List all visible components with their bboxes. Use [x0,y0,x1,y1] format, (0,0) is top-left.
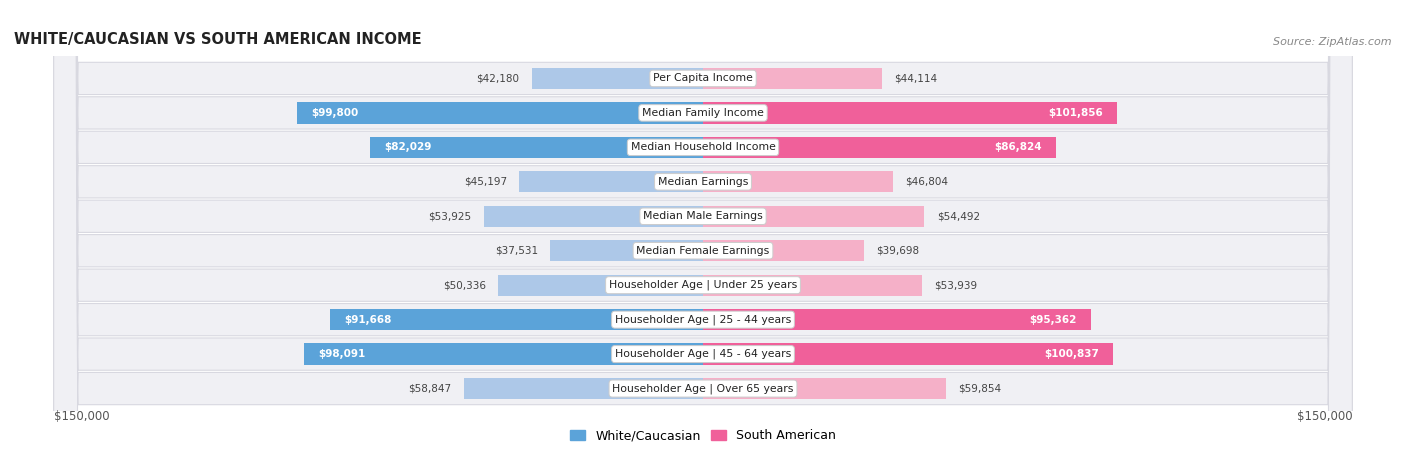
Text: Householder Age | 25 - 44 years: Householder Age | 25 - 44 years [614,314,792,325]
Text: Median Household Income: Median Household Income [630,142,776,152]
FancyBboxPatch shape [53,0,1353,467]
Text: Householder Age | 45 - 64 years: Householder Age | 45 - 64 years [614,349,792,359]
Bar [703,102,1116,124]
Bar [703,205,925,227]
Text: $91,668: $91,668 [344,315,392,325]
Text: $86,824: $86,824 [994,142,1042,152]
Bar [703,343,1114,365]
Text: $45,197: $45,197 [464,177,508,187]
Bar [703,275,922,296]
Text: $59,854: $59,854 [959,383,1001,394]
Text: $37,531: $37,531 [495,246,538,256]
Text: $95,362: $95,362 [1029,315,1077,325]
Bar [531,68,703,89]
FancyBboxPatch shape [53,0,1353,467]
Text: $101,856: $101,856 [1047,108,1102,118]
Bar [519,171,703,192]
Text: Per Capita Income: Per Capita Income [652,73,754,84]
Bar [304,343,703,365]
Text: $39,698: $39,698 [876,246,920,256]
Bar [703,68,883,89]
Text: $99,800: $99,800 [312,108,359,118]
Bar [703,171,893,192]
Text: $100,837: $100,837 [1043,349,1098,359]
Bar [703,378,946,399]
FancyBboxPatch shape [53,0,1353,467]
Text: $53,939: $53,939 [935,280,977,290]
Text: $54,492: $54,492 [936,211,980,221]
FancyBboxPatch shape [53,0,1353,467]
Bar [297,102,703,124]
Text: $42,180: $42,180 [477,73,519,84]
FancyBboxPatch shape [53,0,1353,467]
Bar [498,275,703,296]
Legend: White/Caucasian, South American: White/Caucasian, South American [565,425,841,447]
Text: $150,000: $150,000 [53,410,110,423]
FancyBboxPatch shape [53,0,1353,467]
Text: $50,336: $50,336 [443,280,486,290]
Bar [484,205,703,227]
Bar [703,309,1091,330]
Text: $46,804: $46,804 [905,177,949,187]
Text: WHITE/CAUCASIAN VS SOUTH AMERICAN INCOME: WHITE/CAUCASIAN VS SOUTH AMERICAN INCOME [14,32,422,48]
Text: $150,000: $150,000 [1296,410,1353,423]
Text: Median Male Earnings: Median Male Earnings [643,211,763,221]
Text: Householder Age | Under 25 years: Householder Age | Under 25 years [609,280,797,290]
Text: $58,847: $58,847 [409,383,451,394]
FancyBboxPatch shape [53,0,1353,467]
Text: Median Family Income: Median Family Income [643,108,763,118]
FancyBboxPatch shape [53,0,1353,467]
Bar [551,240,703,262]
Text: $98,091: $98,091 [319,349,366,359]
Bar [464,378,703,399]
Text: $53,925: $53,925 [429,211,471,221]
FancyBboxPatch shape [53,0,1353,467]
Bar [703,240,865,262]
Bar [330,309,703,330]
Text: Householder Age | Over 65 years: Householder Age | Over 65 years [612,383,794,394]
Text: Median Female Earnings: Median Female Earnings [637,246,769,256]
Text: $44,114: $44,114 [894,73,938,84]
Text: Median Earnings: Median Earnings [658,177,748,187]
FancyBboxPatch shape [53,0,1353,467]
Text: Source: ZipAtlas.com: Source: ZipAtlas.com [1274,37,1392,48]
Text: $82,029: $82,029 [384,142,432,152]
Bar [370,137,703,158]
Bar [703,137,1056,158]
